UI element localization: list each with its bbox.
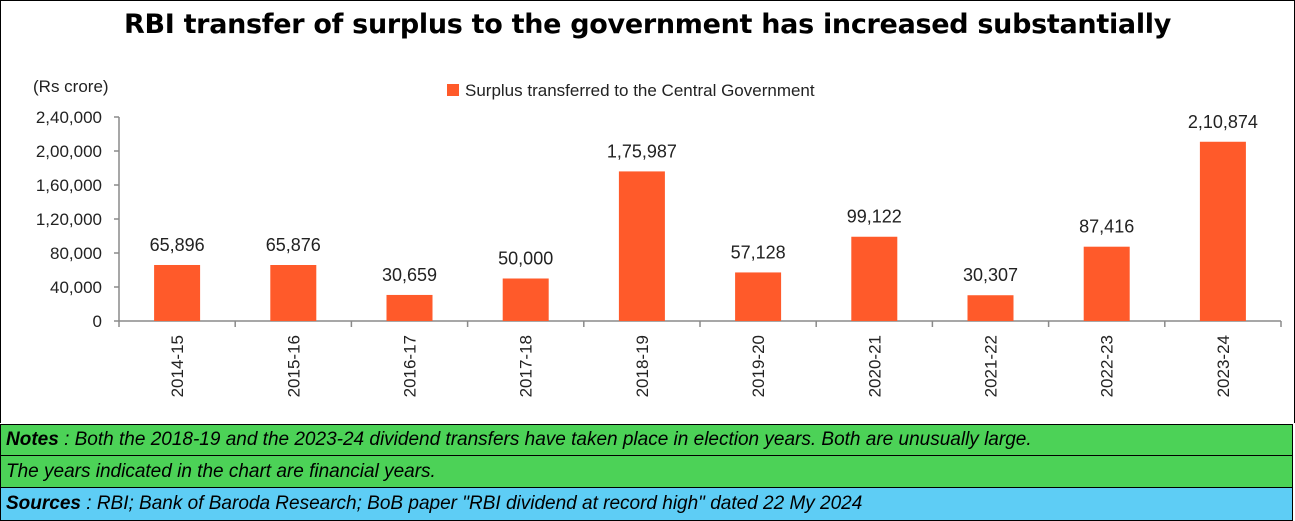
chart-area: (Rs crore) 0 40,000 80,000 1,20,000 1,60,000 2… — [0, 47, 1295, 423]
chart-title: RBI transfer of surplus to the governmen… — [123, 8, 1172, 40]
bar — [1083, 246, 1130, 321]
bar — [502, 278, 549, 321]
bar — [967, 295, 1014, 321]
bar — [618, 171, 665, 321]
data-label: 2,10,874 — [1188, 112, 1258, 132]
x-tick-label: 2020-21 — [865, 335, 884, 397]
bar — [386, 294, 433, 321]
legend-label: Surplus transferred to the Central Gover… — [465, 81, 815, 100]
sources-row: Sources : RBI; Bank of Baroda Research; … — [0, 488, 1293, 521]
y-tick-label: 2,00,000 — [36, 142, 102, 161]
bars-group — [154, 141, 1246, 321]
y-tick-label: 0 — [93, 312, 102, 331]
sources-label: Sources — [6, 493, 81, 514]
data-label: 30,659 — [382, 265, 437, 285]
y-tick-label: 1,20,000 — [36, 210, 102, 229]
notes-row: Notes : Both the 2018-19 and the 2023-24… — [0, 424, 1293, 456]
chart-title-bar: RBI transfer of surplus to the governmen… — [0, 0, 1295, 48]
notes-row-2: The years indicated in the chart are fin… — [0, 456, 1293, 488]
y-tick-label: 1,60,000 — [36, 176, 102, 195]
data-label: 1,75,987 — [607, 141, 677, 161]
bar — [270, 265, 317, 321]
y-tick-label: 40,000 — [50, 278, 102, 297]
bar — [154, 264, 201, 321]
notes-text: : Both the 2018-19 and the 2023-24 divid… — [58, 429, 1032, 450]
notes-label: Notes — [6, 429, 59, 450]
x-tick-label: 2015-16 — [284, 335, 303, 397]
data-label: 65,876 — [266, 235, 321, 255]
y-tick-label: 2,40,000 — [36, 108, 102, 127]
x-tick-label: 2021-22 — [982, 335, 1001, 397]
data-label: 65,896 — [150, 235, 205, 255]
bar-chart: (Rs crore) 0 40,000 80,000 1,20,000 1,60,000 2… — [33, 77, 1282, 397]
x-tick-label: 2019-20 — [749, 335, 768, 397]
data-label: 87,416 — [1079, 217, 1134, 237]
chart-axes: (Rs crore) 0 40,000 80,000 1,20,000 1,60,000 2… — [33, 77, 1282, 397]
x-tick-label: 2018-19 — [633, 335, 652, 397]
data-label: 99,122 — [847, 207, 902, 227]
x-tick-label: 2017-18 — [517, 335, 536, 397]
data-label: 50,000 — [498, 249, 553, 269]
legend: Surplus transferred to the Central Gover… — [447, 81, 815, 100]
x-tick-label: 2016-17 — [401, 335, 420, 397]
y-unit-label: (Rs crore) — [33, 77, 109, 96]
bar — [851, 236, 898, 321]
x-tick-label: 2014-15 — [168, 335, 187, 397]
notes-line-2: The years indicated in the chart are fin… — [6, 460, 436, 482]
x-tick-label: 2022-23 — [1098, 335, 1117, 397]
data-label: 57,128 — [731, 242, 786, 262]
data-label: 30,307 — [963, 265, 1018, 285]
legend-swatch — [447, 84, 459, 96]
sources-text: : RBI; Bank of Baroda Research; BoB pape… — [80, 493, 863, 514]
bar — [1199, 141, 1246, 321]
x-tick-label: 2023-24 — [1214, 335, 1233, 397]
y-tick-label: 80,000 — [50, 244, 102, 263]
data-labels-group: 65,896 65,876 30,659 50,000 1,75,987 57,128 99… — [150, 112, 1258, 285]
bar — [735, 272, 782, 321]
